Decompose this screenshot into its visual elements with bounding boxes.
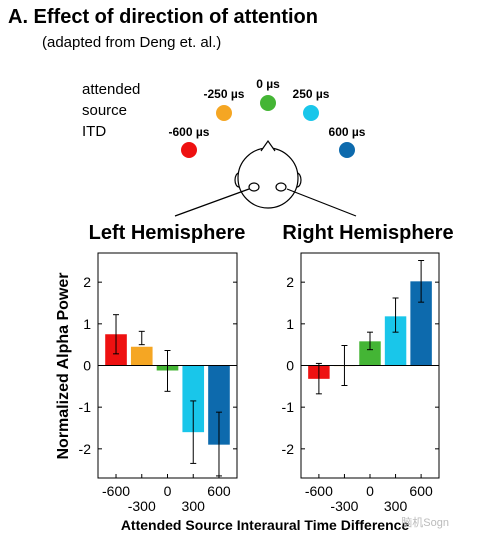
right-hemisphere-marker [275,182,287,192]
right-hemisphere-pointer [286,188,357,217]
x-axis-label: Attended Source Interaural Time Differen… [121,517,410,533]
right-y-tick-label: -2 [282,441,295,457]
left-bar-3 [182,365,205,433]
right-y-tick-label: 2 [286,274,294,290]
right-x-tick-label-0: -600 [305,483,333,499]
legend-label-line-3: ITD [82,123,106,140]
source-dot-plus-600 [339,142,355,158]
left-x-tick-label-4: 600 [207,483,231,499]
watermark-text: 脑机Sogn [401,517,449,529]
right-y-tick-label: 1 [286,316,294,332]
left-y-tick-label: -2 [79,441,92,457]
right-bar-3 [384,316,407,366]
source-label-zero: 0 µs [256,77,280,91]
right-y-tick-label: -1 [282,399,295,415]
left-hemisphere-marker [248,182,260,192]
source-dot-minus-250 [216,105,232,121]
panel-title-right: Right Hemisphere [282,222,453,244]
left-y-tick-label: 1 [83,316,91,332]
right-x-tick-label-4: 600 [409,483,433,499]
right-x-tick-label-3: 300 [384,498,408,514]
y-axis-label: Normalized Alpha Power [55,273,72,460]
right-x-tick-label-1: -300 [330,498,358,514]
left-y-tick-label: 0 [83,358,91,374]
left-x-tick-label-3: 300 [182,498,206,514]
left-x-tick-label-0: -600 [102,483,130,499]
head-outline [237,147,299,209]
left-y-tick-label: 2 [83,274,91,290]
left-hemisphere-pointer [174,188,250,217]
source-dot-minus-600 [181,142,197,158]
panel-title-left: Left Hemisphere [89,222,246,244]
right-y-tick-label: 0 [286,358,294,374]
left-bar-1 [130,346,153,366]
left-y-tick-label: -1 [79,399,92,415]
right-x-tick-label-2: 0 [366,483,374,499]
figure-subtitle: (adapted from Deng et. al.) [42,34,222,51]
source-label-plus-250: 250 µs [293,87,330,101]
source-dot-plus-250 [303,105,319,121]
left-x-tick-label-1: -300 [128,498,156,514]
head-diagram [174,139,357,217]
source-dot-zero [260,95,276,111]
right-bar-2 [359,341,381,366]
source-label-minus-600: -600 µs [169,125,210,139]
source-legend: attended source ITD -600 µs -250 µs 0 µs… [82,77,366,158]
legend-label-line-1: attended [82,81,140,98]
right-bar-4 [410,281,432,366]
nose [260,139,276,152]
left-x-tick-label-2: 0 [164,483,172,499]
figure-title: A. Effect of direction of attention [8,6,318,28]
legend-label-line-2: source [82,102,127,119]
left-bar-4 [208,365,230,445]
source-label-plus-600: 600 µs [329,125,366,139]
source-label-minus-250: -250 µs [204,87,245,101]
